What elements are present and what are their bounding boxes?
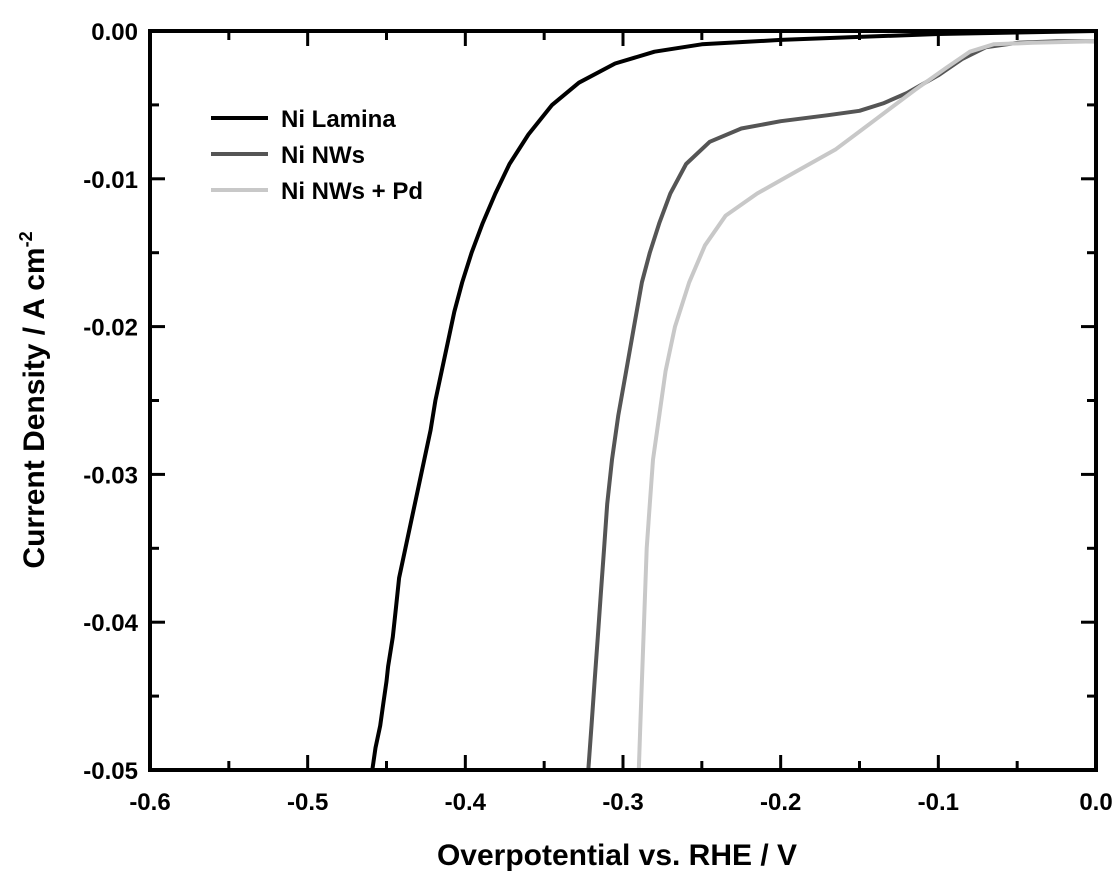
- x-axis-label: Overpotential vs. RHE / V: [437, 839, 797, 872]
- x-tick-label: -0.4: [445, 789, 487, 816]
- legend-label-1: Ni Lamina: [281, 106, 396, 133]
- y-tick-label: -0.04: [83, 610, 138, 637]
- y-tick-label: -0.02: [83, 315, 138, 342]
- x-tick-label: -0.5: [287, 789, 328, 816]
- y-tick-label: -0.05: [83, 758, 138, 785]
- x-tick-label: -0.1: [918, 789, 959, 816]
- series-line-3: [636, 39, 1098, 772]
- legend-label-2: Ni NWs: [281, 142, 365, 169]
- y-tick-label: -0.03: [83, 462, 138, 489]
- legend: Ni Lamina Ni NWs Ni NWs + Pd: [211, 106, 423, 205]
- legend-label-3: Ni NWs + Pd: [281, 178, 423, 205]
- series-line-1: [370, 29, 1098, 772]
- x-tick-label: 0.0: [1079, 789, 1112, 816]
- series-layer: [370, 29, 1098, 772]
- x-tick-label: -0.2: [760, 789, 801, 816]
- series-line-2: [586, 39, 1098, 772]
- y-axis-label-superscript: -2: [16, 231, 36, 247]
- y-axis-label-main: Current Density / A cm: [18, 247, 51, 568]
- y-tick-label: -0.01: [83, 167, 138, 194]
- y-axis-label: Current Density / A cm-2: [16, 231, 51, 568]
- y-tick-label: 0.00: [91, 19, 138, 46]
- tick-labels-layer: -0.6 -0.5 -0.4 -0.3 -0.2 -0.1 0.0 0.00 -0.01 -0.0…: [83, 19, 1112, 816]
- ticks-layer: [148, 29, 1098, 772]
- x-tick-label: -0.6: [129, 789, 170, 816]
- x-tick-label: -0.3: [602, 789, 643, 816]
